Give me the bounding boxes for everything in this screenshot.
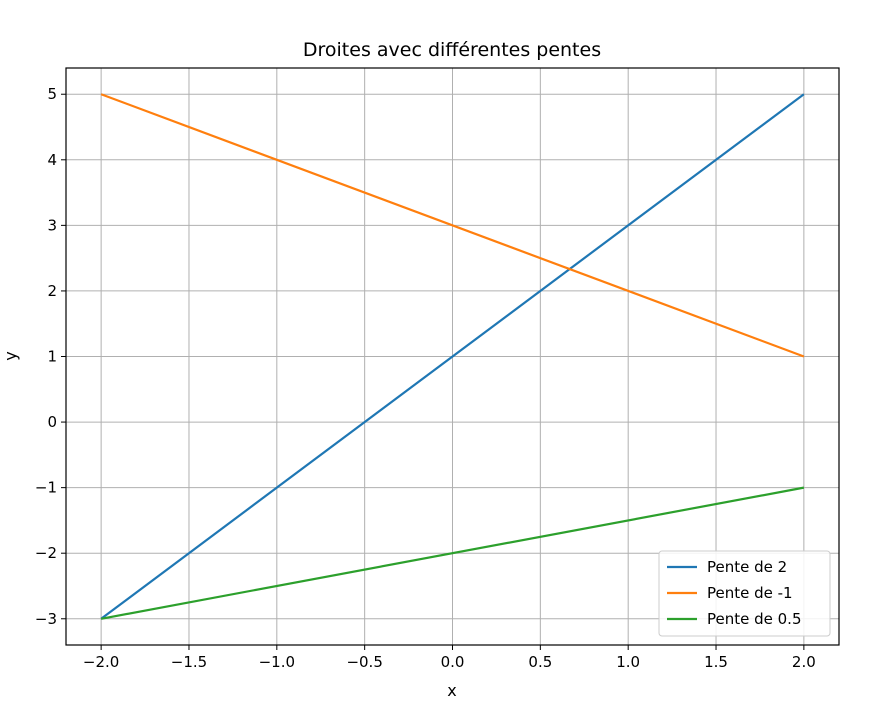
y-tick-label: 0 bbox=[47, 413, 57, 431]
y-tick-label: 2 bbox=[47, 282, 57, 300]
x-tick-label: 1.0 bbox=[616, 653, 640, 671]
y-tick-label: −1 bbox=[35, 479, 57, 497]
legend-label-3: Pente de 0.5 bbox=[707, 610, 802, 628]
series-line-1 bbox=[100, 93, 805, 620]
x-tick-label: 0.5 bbox=[528, 653, 552, 671]
series-layer bbox=[100, 93, 805, 620]
x-tick-label: −0.5 bbox=[346, 653, 382, 671]
x-tick-label: −2.0 bbox=[83, 653, 119, 671]
y-tick-label: 3 bbox=[47, 216, 57, 234]
x-tick-label: 0.0 bbox=[441, 653, 465, 671]
y-tick-label: −3 bbox=[35, 610, 57, 628]
x-tick-label: −1.0 bbox=[259, 653, 295, 671]
legend-label-1: Pente de 2 bbox=[707, 558, 787, 576]
y-axis-label: y bbox=[1, 351, 20, 360]
series-line-3 bbox=[100, 486, 805, 620]
legend: Pente de 2 Pente de -1 Pente de 0.5 bbox=[658, 550, 831, 637]
y-tick-label: 1 bbox=[47, 348, 57, 366]
x-tick-label: −1.5 bbox=[171, 653, 207, 671]
x-axis-label: x bbox=[447, 681, 456, 700]
y-tick-label: 5 bbox=[47, 85, 57, 103]
y-tick-label: 4 bbox=[47, 151, 57, 169]
ticks: −2.0 −1.5 −1.0 −0.5 0.0 0.5 1.0 1.5 2.0 −3 −2 −1 0 1 2… bbox=[35, 85, 816, 671]
y-tick-label: −2 bbox=[35, 544, 57, 562]
x-tick-label: 1.5 bbox=[704, 653, 728, 671]
series-line-2 bbox=[100, 93, 805, 358]
legend-box bbox=[658, 550, 831, 637]
x-tick-label: 2.0 bbox=[792, 653, 816, 671]
legend-label-2: Pente de -1 bbox=[707, 584, 793, 602]
chart-title: Droites avec différentes pentes bbox=[303, 39, 601, 61]
